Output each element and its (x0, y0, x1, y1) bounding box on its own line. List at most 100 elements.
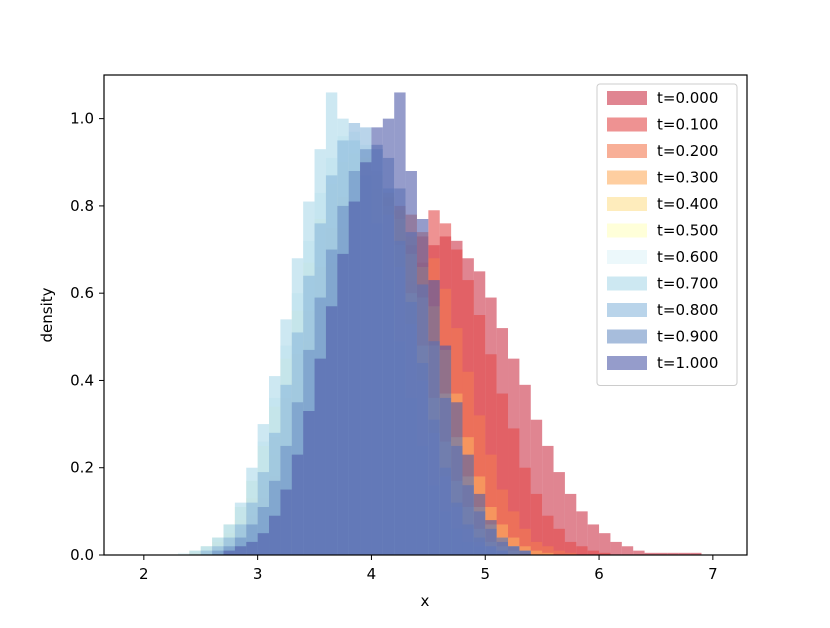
histogram-bar (269, 515, 281, 555)
legend-swatch (607, 250, 647, 264)
histogram-bar (485, 454, 497, 555)
histogram-bar (246, 541, 258, 555)
histogram-bar (451, 402, 463, 555)
legend: t=0.000 t=0.100 t=0.200 t=0.300 t=0.400 t=0.5… (596, 83, 738, 386)
histogram-bar (177, 552, 190, 555)
histogram-bar (553, 472, 565, 555)
histogram-bar (189, 550, 201, 555)
legend-label: t=0.300 (657, 169, 718, 187)
histogram-bar (382, 118, 395, 555)
histogram-bar (291, 454, 304, 555)
histogram-bar (678, 552, 691, 555)
x-tick-label: 4 (367, 565, 377, 583)
histogram-bar (200, 546, 213, 555)
histogram-bar (530, 550, 543, 555)
histogram-bar (576, 546, 588, 555)
histogram-bar (439, 345, 452, 555)
histogram-bar (599, 552, 611, 555)
histogram-bar (496, 537, 509, 555)
y-tick-label: 0.0 (70, 546, 94, 564)
legend-label: t=0.100 (657, 116, 718, 134)
legend-label: t=0.000 (657, 89, 718, 107)
histogram-bar (587, 550, 600, 555)
histogram-bar (519, 550, 531, 555)
legend-swatch (607, 303, 647, 317)
histogram-bar (610, 541, 622, 555)
histogram-bar (257, 533, 270, 555)
histogram-bar (212, 550, 224, 555)
histogram-bar (530, 541, 543, 555)
legend-label: t=0.500 (657, 222, 718, 240)
y-tick-label: 0.8 (70, 197, 94, 215)
legend-swatch (607, 197, 647, 211)
histogram-bar (530, 493, 543, 555)
histogram-bar (212, 546, 224, 555)
x-tick-label: 6 (594, 565, 604, 583)
legend-swatch (607, 356, 647, 370)
histogram-bar (655, 552, 668, 555)
histogram-bar (644, 552, 656, 555)
plot-frame (103, 74, 748, 556)
histogram-bar (553, 550, 565, 555)
histogram-bar (200, 550, 213, 555)
histogram-bar (542, 515, 554, 555)
legend-label: t=0.700 (657, 275, 718, 293)
histogram-bar (234, 546, 247, 555)
legend-swatch (607, 117, 647, 132)
histogram-bar (519, 467, 531, 555)
histogram-bar (416, 219, 429, 555)
histogram-bar (519, 528, 531, 555)
histogram-bar (257, 507, 270, 555)
histogram-bar (371, 127, 383, 556)
histogram-bar (496, 489, 509, 555)
histogram-bar (428, 280, 440, 555)
x-tick-label: 3 (253, 565, 263, 583)
histogram-bar (394, 92, 406, 555)
histogram-bar (485, 520, 497, 555)
histogram-bar (508, 546, 520, 555)
histogram-bars (177, 92, 702, 556)
histogram-bar (508, 428, 520, 555)
x-axis-ticks: 2 3 4 5 6 7 (139, 555, 718, 583)
legend-label: t=1.000 (657, 354, 718, 372)
y-axis-ticks: 0.0 0.2 0.4 0.6 0.8 1.0 (70, 110, 104, 564)
legend-swatch (607, 329, 647, 344)
histogram-bar (576, 511, 588, 555)
histogram-bar (223, 546, 235, 555)
histogram-bar (485, 354, 497, 555)
histogram-bar (530, 419, 543, 555)
legend-label: t=0.900 (657, 328, 718, 346)
legend-swatch (607, 170, 647, 185)
histogram-bar (519, 546, 531, 555)
histogram-bar (496, 393, 509, 555)
histogram-bar (246, 524, 258, 555)
legend-swatch (607, 144, 647, 158)
histogram-bar (314, 358, 326, 555)
histogram-bar (405, 171, 417, 555)
histogram-bar (633, 550, 645, 555)
histogram-bar (360, 162, 372, 555)
histogram-bar (542, 445, 554, 555)
histogram-bar (462, 454, 474, 555)
histogram-bar (587, 524, 600, 555)
legend-swatch (607, 223, 647, 238)
histogram-bar (280, 489, 292, 555)
legend-label: t=0.800 (657, 301, 718, 319)
histogram-bar (542, 546, 554, 555)
histogram-bar (553, 528, 565, 555)
histogram-bar (542, 552, 554, 555)
histogram-bar (564, 541, 577, 555)
histogram-bar (667, 552, 679, 555)
series-t=1.000 (223, 92, 531, 556)
legend-label: t=0.200 (657, 142, 718, 160)
histogram-bar (690, 552, 702, 555)
y-tick-label: 0.4 (70, 371, 94, 389)
y-tick-label: 0.2 (70, 459, 94, 477)
histogram-bar (621, 546, 634, 555)
x-axis-label: x (421, 592, 430, 610)
y-tick-label: 1.0 (70, 110, 94, 128)
legend-swatch (607, 276, 647, 291)
y-tick-label: 0.6 (70, 284, 94, 302)
histogram-bar (508, 511, 520, 555)
y-axis-label: density (38, 287, 56, 342)
